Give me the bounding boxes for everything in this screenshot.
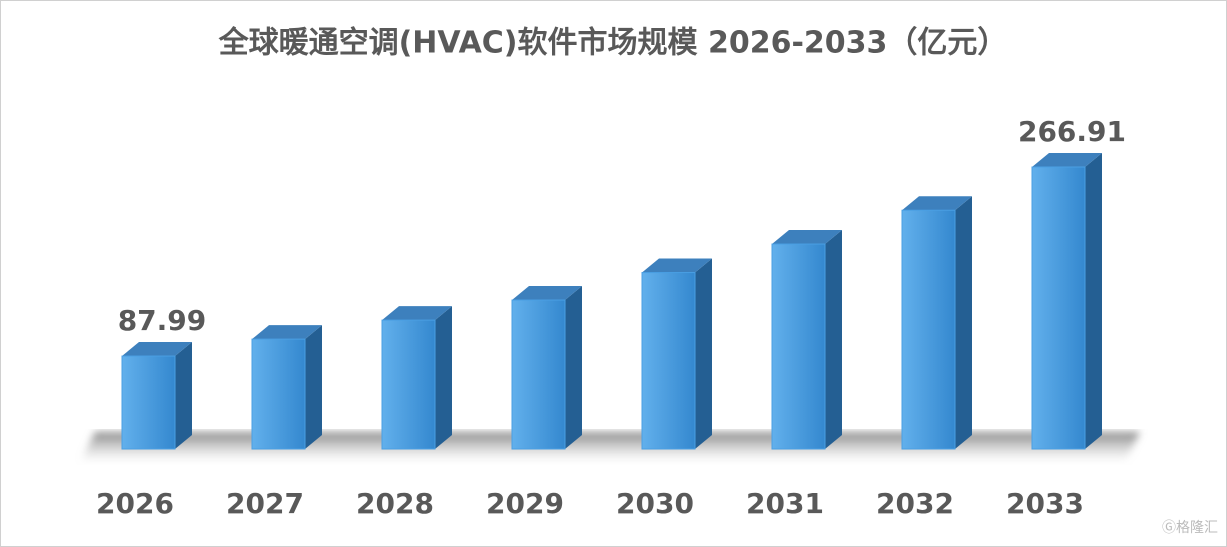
x-tick-label: 2031	[746, 487, 824, 520]
bar-top	[902, 196, 972, 211]
x-tick-label: 2028	[356, 487, 434, 520]
bar-top	[772, 230, 842, 245]
x-tick-label: 2029	[486, 487, 564, 520]
bar-top	[382, 306, 452, 321]
bar	[1031, 166, 1086, 450]
x-tick-label: 2033	[1006, 487, 1084, 520]
bar	[771, 243, 826, 450]
bar	[381, 319, 436, 450]
bar-side	[825, 230, 842, 449]
x-tick-label: 2026	[96, 487, 174, 520]
bar	[901, 209, 956, 450]
bar	[511, 299, 566, 450]
x-tick-label: 2030	[616, 487, 694, 520]
watermark: Ⓖ格隆汇	[1162, 520, 1218, 536]
data-label: 87.99	[118, 304, 207, 337]
bar-side	[955, 196, 972, 449]
chart-title: 全球暖通空调(HVAC)软件市场规模 2026-2033（亿元）	[218, 26, 1008, 61]
bar-top	[252, 325, 322, 340]
bar-top	[642, 258, 712, 273]
bar	[121, 355, 176, 450]
bar-side	[565, 286, 582, 449]
bar-side	[1085, 153, 1102, 449]
bar-top	[512, 286, 582, 301]
bar-side	[695, 258, 712, 449]
bar	[641, 272, 696, 450]
bar-top	[122, 342, 192, 357]
x-tick-label: 2032	[876, 487, 954, 520]
bar	[251, 338, 306, 450]
bar-top	[1032, 153, 1102, 167]
floor-shadow	[80, 432, 1140, 462]
data-label: 266.91	[1018, 115, 1126, 148]
x-tick-label: 2027	[226, 487, 304, 520]
bar-side	[435, 306, 452, 449]
bar-side	[175, 342, 192, 449]
bar-side	[305, 325, 322, 449]
